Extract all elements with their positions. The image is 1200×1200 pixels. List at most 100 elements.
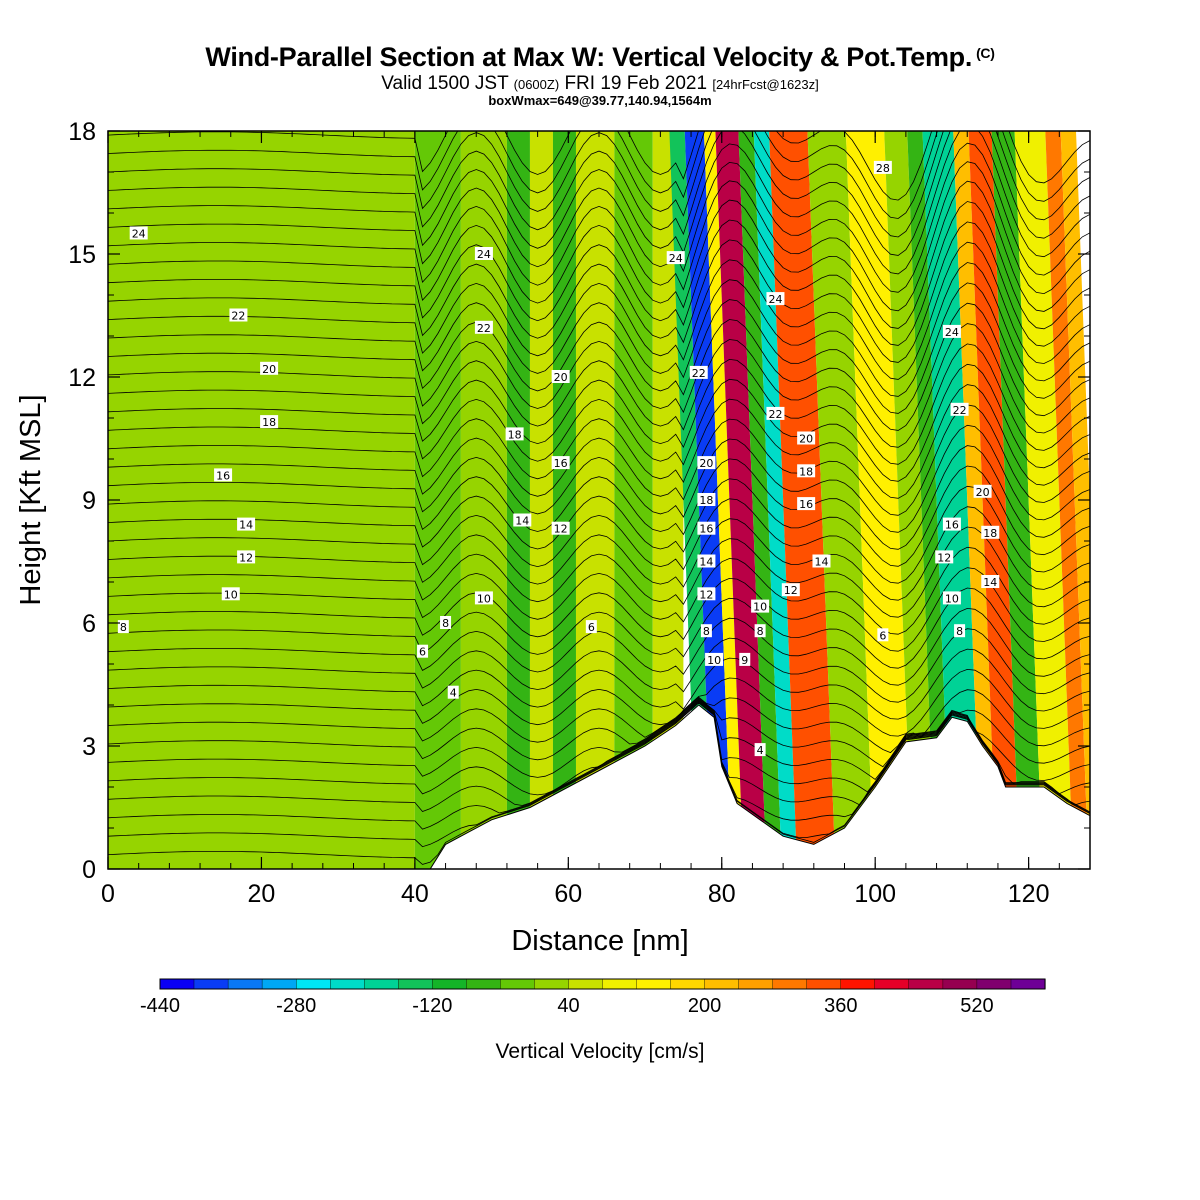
w-band-8	[652, 131, 684, 869]
theta-label-bg	[797, 431, 816, 445]
colorbar-swatch-2	[227, 978, 263, 990]
theta-label-text: 18	[508, 428, 522, 441]
theta-label-24: 18	[697, 493, 716, 507]
w-band-25	[1045, 131, 1089, 869]
theta-label-bg	[766, 406, 785, 420]
theta-label-29: 10	[705, 652, 724, 667]
theta-label-bg	[973, 484, 992, 498]
colorbar-tick-label: 40	[557, 995, 579, 1017]
theta-label-text: 6	[419, 646, 426, 659]
colorbar-swatch-6	[364, 978, 399, 990]
chart-title: Wind-Parallel Section at Max W: Vertical…	[0, 42, 1200, 73]
theta-label-bg	[666, 251, 685, 265]
colorbar-swatch-23	[942, 978, 978, 990]
colorbar-swatch-25	[1010, 978, 1046, 990]
w-band-26	[1060, 131, 1090, 869]
theta-label-bg	[797, 497, 816, 511]
theta-label-text: 16	[554, 457, 568, 470]
theta-label-10: 22	[474, 320, 493, 335]
theta-label-bg	[551, 456, 570, 470]
theta-label-bg	[474, 591, 493, 605]
terrain-mask	[108, 704, 1091, 870]
theta-contour-4	[108, 699, 1090, 796]
colorbar-swatch-10	[500, 978, 535, 990]
chart-title-text: Wind-Parallel Section at Max W: Vertical…	[205, 42, 973, 72]
theta-label-text: 12	[699, 588, 713, 601]
y-tick-label: 9	[82, 487, 96, 515]
x-tick-label: 80	[708, 880, 736, 908]
colorbar-tick-label: -440	[140, 995, 180, 1017]
w-band-2	[460, 131, 507, 869]
theta-label-6: 12	[237, 550, 256, 564]
y-tick-label: 6	[82, 610, 96, 638]
w-band-24	[1014, 131, 1074, 869]
theta-label-12: 18	[505, 427, 524, 441]
theta-label-text: 8	[956, 625, 963, 638]
theta-label-11: 20	[551, 370, 570, 384]
theta-contour-9	[108, 648, 1090, 720]
theta-contour-12	[108, 587, 1090, 669]
theta-label-text: 8	[703, 625, 710, 638]
theta-contour-7	[108, 689, 1090, 754]
theta-label-bg	[417, 644, 429, 658]
theta-label-text: 12	[937, 551, 951, 564]
theta-label-text: 24	[669, 252, 683, 265]
theta-label-19: 6	[585, 620, 597, 634]
theta-label-28: 8	[700, 624, 712, 638]
theta-label-2: 20	[260, 361, 279, 376]
theta-label-text: 6	[879, 629, 886, 642]
y-axis-title: Height [Kft MSL]	[15, 394, 47, 605]
colorbar-swatch-11	[534, 978, 570, 990]
theta-contour-29	[108, 241, 1090, 380]
theta-label-text: 4	[757, 744, 764, 757]
theta-label-text: 16	[699, 523, 713, 536]
theta-label-39: 9	[739, 652, 751, 667]
theta-label-text: 10	[945, 592, 959, 605]
theta-label-15: 12	[551, 521, 570, 536]
colorbar-swatch-19	[806, 978, 842, 990]
w-band-7	[614, 131, 653, 869]
theta-contour-33	[108, 161, 1090, 312]
theta-label-bg	[214, 468, 233, 482]
theta-contour-20	[108, 424, 1090, 533]
theta-label-text: 18	[799, 465, 813, 478]
theta-label-36: 12	[781, 583, 800, 597]
theta-label-text: 20	[699, 457, 713, 470]
theta-label-21: 24	[666, 251, 685, 265]
theta-label-bg	[950, 402, 969, 416]
x-tick-label: 40	[401, 880, 429, 908]
theta-label-7: 10	[221, 587, 240, 601]
theta-contour-5	[108, 698, 1090, 781]
theta-label-bg	[766, 292, 785, 306]
theta-contour-17	[108, 485, 1090, 584]
w-band-17	[845, 131, 913, 869]
colorbar-swatch-20	[840, 978, 876, 990]
theta-label-bg	[447, 685, 459, 699]
forecast-info: [24hrFcst@1623z]	[712, 77, 819, 92]
theta-label-14: 14	[513, 513, 532, 528]
theta-label-text: 12	[554, 523, 568, 536]
theta-label-bg	[739, 652, 751, 666]
theta-label-8: 8	[117, 620, 129, 634]
theta-label-bg	[221, 587, 240, 601]
theta-label-text: 24	[768, 293, 782, 306]
theta-label-text: 10	[753, 601, 767, 614]
theta-label-text: 14	[515, 515, 529, 528]
theta-label-bg	[513, 513, 532, 527]
theta-label-text: 12	[239, 551, 253, 564]
theta-label-text: 12	[784, 584, 798, 597]
axes: 0 20 40 60 80 100 120 0 3 6 9 12 15 18	[68, 118, 1091, 908]
theta-label-text: 8	[757, 625, 764, 638]
colorbar-swatch-0	[159, 978, 195, 990]
colorbar-swatch-12	[568, 978, 604, 990]
theta-contour-31	[108, 201, 1090, 346]
theta-label-bg	[935, 550, 954, 564]
colorbar-swatch-9	[466, 978, 501, 990]
potential-temperature-contours	[108, 131, 1090, 865]
theta-contour-11	[108, 607, 1090, 686]
theta-label-bg	[942, 517, 961, 531]
theta-contour-6	[108, 697, 1090, 768]
theta-contour-22	[108, 384, 1090, 499]
theta-label-text: 20	[262, 363, 276, 376]
theta-contour-28	[108, 262, 1090, 397]
